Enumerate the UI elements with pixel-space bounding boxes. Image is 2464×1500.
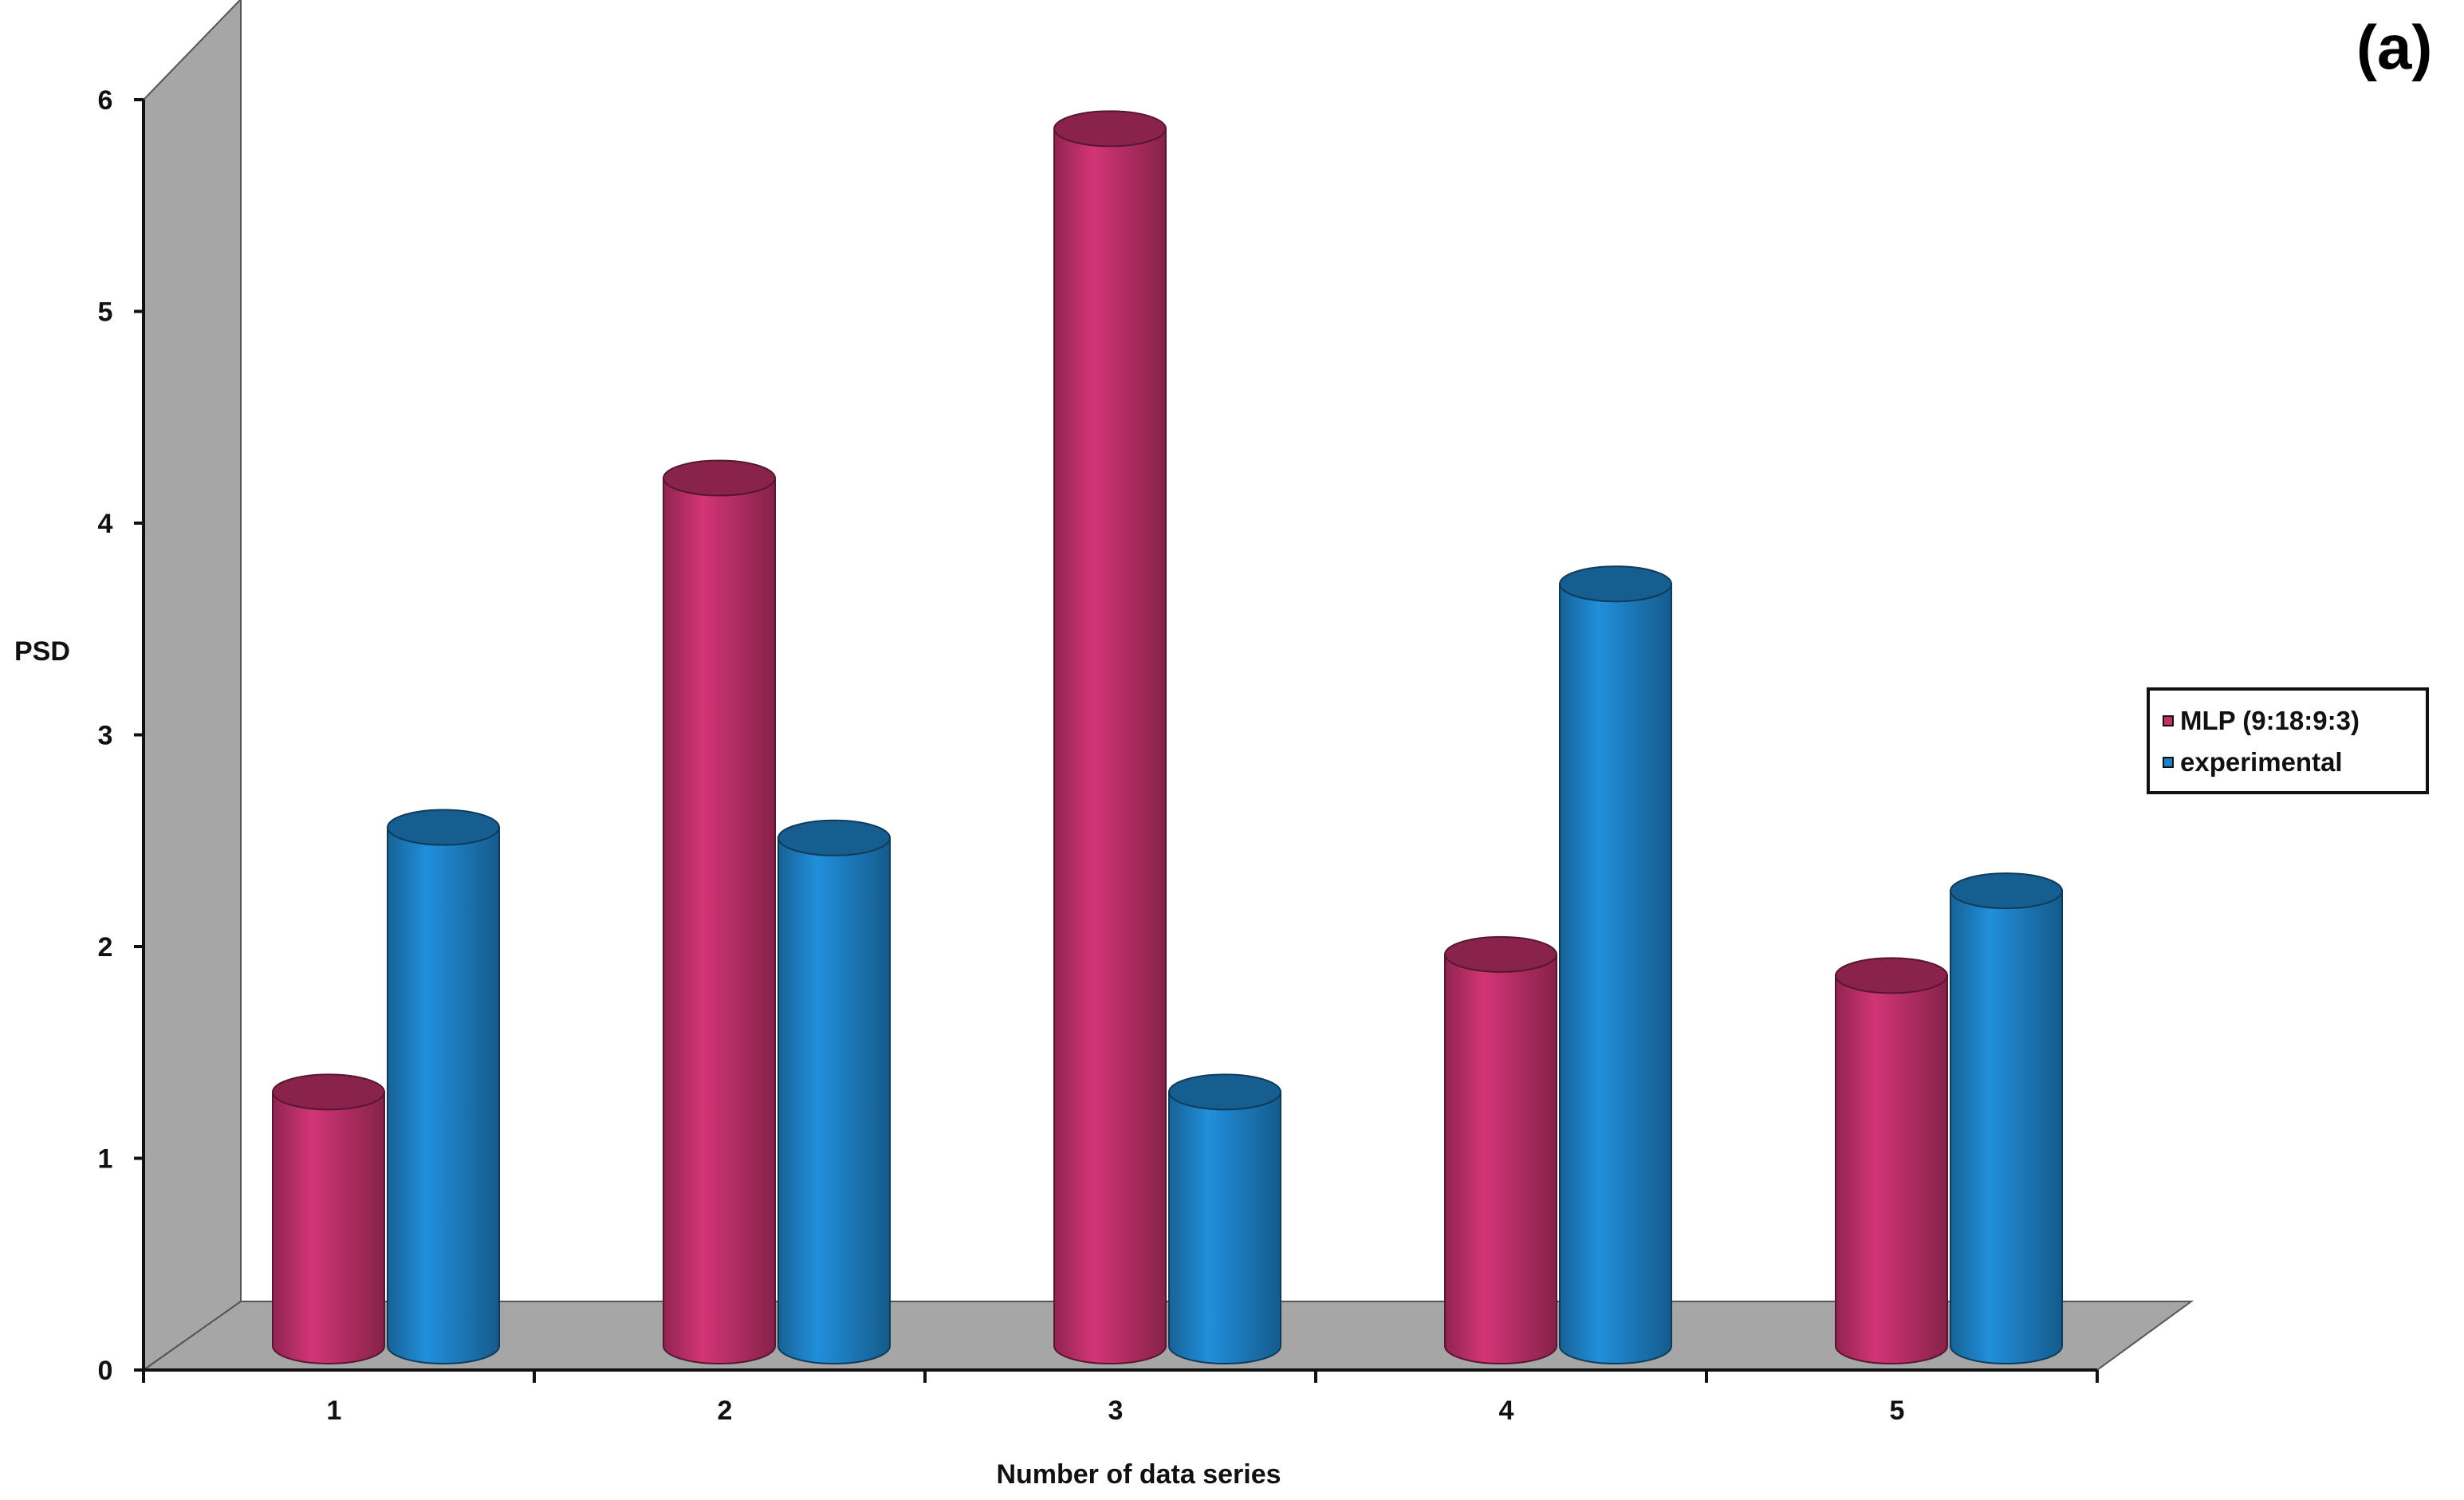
x-tick-label: 3 [1108, 1396, 1124, 1426]
bars [272, 110, 2063, 1364]
y-axis-title: PSD [14, 636, 70, 667]
y-tick-label: 2 [98, 932, 113, 963]
bar-experimental-5 [1950, 872, 2063, 1364]
bar-mlp-3 [1053, 110, 1167, 1364]
x-tick-label: 5 [1890, 1396, 1905, 1426]
y-tick-label: 4 [98, 509, 113, 539]
legend-item-experimental: experimental [2163, 746, 2343, 778]
y-tick-label: 0 [98, 1356, 113, 1386]
panel-label: (a) [2356, 12, 2433, 82]
back-wall [143, 0, 242, 1372]
x-tick-label: 4 [1499, 1396, 1514, 1426]
chart-back-wall [143, 0, 242, 1372]
bar-mlp-1 [272, 1073, 385, 1364]
y-tick-label: 1 [98, 1144, 113, 1175]
chart-axes [134, 98, 2099, 1383]
y-tick-label: 3 [98, 721, 113, 751]
legend-label-mlp: MLP (9:18:9:3) [2180, 706, 2360, 735]
legend: MLP (9:18:9:3) experimental [2147, 687, 2429, 794]
bar-experimental-2 [777, 819, 891, 1364]
legend-item-mlp: MLP (9:18:9:3) [2163, 705, 2360, 737]
bar-experimental-4 [1559, 565, 1672, 1364]
x-tick-labels: 1 2 3 4 5 [327, 1396, 1905, 1426]
legend-swatch-experimental [2163, 757, 2174, 768]
y-tick-label: 6 [98, 85, 113, 116]
bar-mlp-5 [1835, 957, 1948, 1364]
y-tick-label: 5 [98, 297, 113, 328]
y-tick-labels: 0 1 2 3 4 5 6 [98, 85, 113, 1386]
x-axis-title: Number of data series [996, 1459, 1281, 1490]
x-tick-label: 1 [327, 1396, 342, 1426]
bar-mlp-2 [663, 459, 776, 1364]
legend-label-experimental: experimental [2180, 747, 2343, 777]
bar-experimental-1 [387, 809, 500, 1364]
x-tick-label: 2 [718, 1396, 733, 1426]
legend-swatch-mlp [2163, 715, 2174, 726]
bar-experimental-3 [1168, 1073, 1281, 1364]
bar-mlp-4 [1444, 935, 1557, 1364]
